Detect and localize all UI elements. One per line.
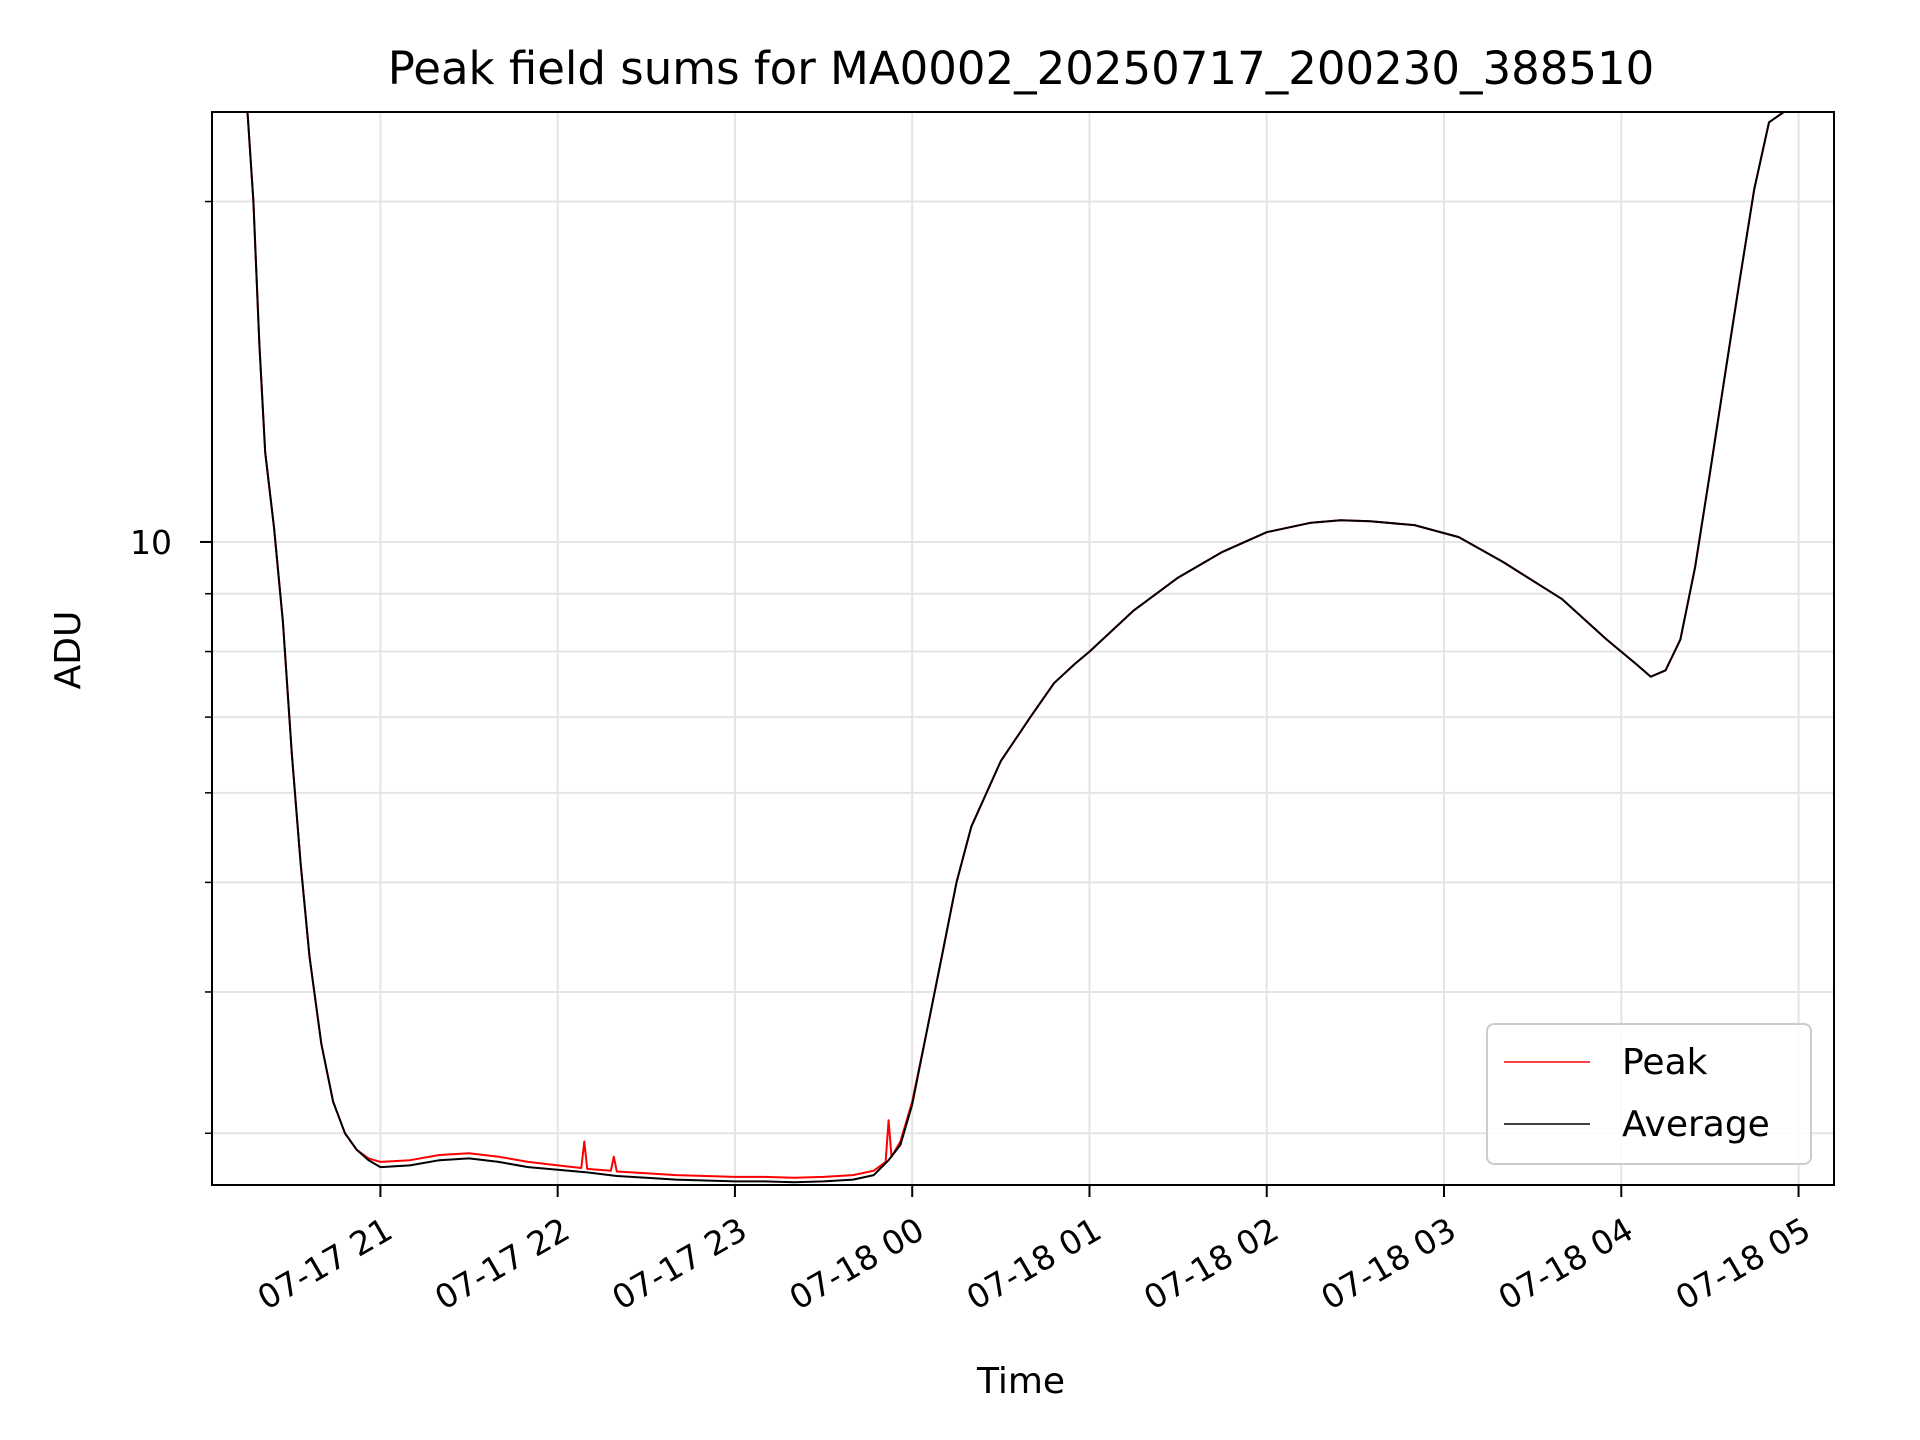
chart-title: Peak field sums for MA0002_20250717_2002… <box>388 42 1655 95</box>
grid <box>212 112 1834 1185</box>
y-tick-label-base: 10 <box>130 523 172 562</box>
legend-label-average: Average <box>1622 1104 1770 1145</box>
y-axis-label: ADU <box>48 611 89 690</box>
series-lines <box>246 111 1834 1184</box>
y-tick-label: 10 <box>130 523 172 562</box>
plot-frame <box>211 111 1835 1186</box>
legend: Peak Average <box>1486 1023 1812 1165</box>
x-axis-label: Time <box>976 1361 1065 1402</box>
series-line-average <box>246 111 1834 1184</box>
y-axis-ticks: 108 <box>130 200 212 1135</box>
legend-box <box>1486 1023 1812 1165</box>
legend-label-peak: Peak <box>1622 1042 1708 1083</box>
